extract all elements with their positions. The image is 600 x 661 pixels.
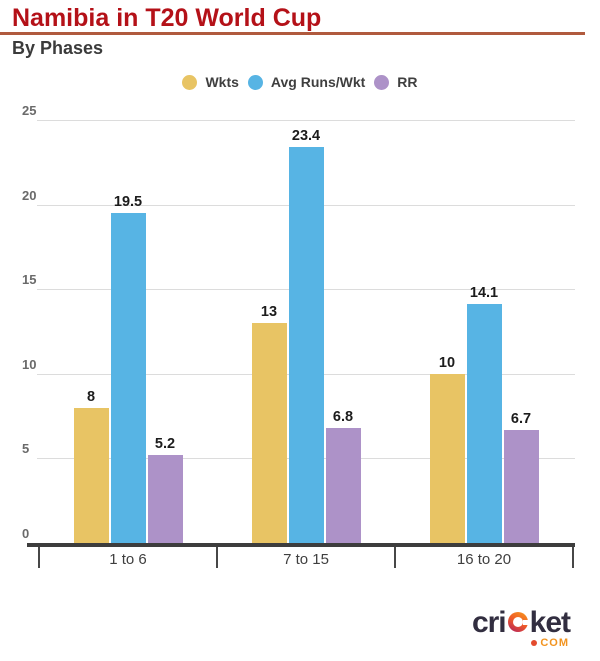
chart-subtitle: By Phases <box>12 38 104 58</box>
y-axis-label: 0 <box>22 526 30 541</box>
bar-value-label: 10 <box>438 354 456 371</box>
dot-com-suffix: COM <box>531 637 569 649</box>
wkts-swatch-icon <box>182 74 198 90</box>
x-axis-category-label: 16 to 20 <box>456 551 512 568</box>
bar-value-label: 5.2 <box>154 436 176 453</box>
wordmark-text: cri <box>471 606 507 639</box>
legend-label: RR <box>397 74 418 90</box>
legend-item-wkts: Wkts <box>182 74 239 90</box>
cricket-com-logo: cri ket COM <box>460 606 571 651</box>
wordmark-text: ket <box>529 606 571 639</box>
dot-icon <box>531 640 538 646</box>
avg-runs-wkt-swatch-icon <box>247 74 263 90</box>
bar-value-label: 6.8 <box>332 408 354 425</box>
bar-value-label: 8 <box>86 388 96 405</box>
x-axis-line <box>27 543 575 547</box>
x-axis-category-label: 7 to 15 <box>283 551 329 568</box>
legend-item-avg-runs-wkt: Avg Runs/Wkt <box>247 74 366 90</box>
bar-rr-16to20 <box>503 429 539 543</box>
x-axis-category-label: 1 to 6 <box>109 551 147 568</box>
bar-wkts-7to15 <box>251 323 287 543</box>
legend-label: Wkts <box>205 74 239 90</box>
rr-swatch-icon <box>374 74 390 90</box>
y-axis-label: 5 <box>22 441 30 457</box>
x-axis-tick <box>38 547 40 568</box>
legend: Wkts Avg Runs/Wkt RR <box>0 72 600 92</box>
bar-value-label: 23.4 <box>291 128 321 145</box>
bar-avg-runs-wkt-16to20 <box>466 304 502 543</box>
tld-text: COM <box>540 637 569 649</box>
y-axis-label: 20 <box>22 187 37 203</box>
y-axis-label: 10 <box>22 356 37 372</box>
x-axis-tick <box>572 547 574 568</box>
bar-avg-runs-wkt-7to15 <box>288 147 324 543</box>
gridline <box>37 120 575 121</box>
chart-title: Namibia in T20 World Cup <box>12 4 322 32</box>
y-axis-label: 25 <box>22 103 37 118</box>
title-rule <box>0 32 585 35</box>
x-axis-tick <box>394 547 396 568</box>
bar-wkts-1to6 <box>73 407 109 543</box>
bar-value-label: 6.7 <box>510 410 532 427</box>
y-axis-label: 15 <box>22 272 37 288</box>
legend-label: Avg Runs/Wkt <box>270 74 366 90</box>
cricket-wordmark: cri ket <box>460 606 571 639</box>
x-axis-tick <box>216 547 218 568</box>
cricket-logo-ring-icon <box>507 612 529 632</box>
bar-value-label: 19.5 <box>113 194 143 211</box>
legend-item-rr: RR <box>374 74 418 90</box>
bar-value-label: 13 <box>260 304 278 321</box>
bar-rr-1to6 <box>147 455 183 543</box>
bar-avg-runs-wkt-1to6 <box>110 213 146 543</box>
bar-value-label: 14.1 <box>469 285 499 302</box>
bar-wkts-16to20 <box>429 373 465 543</box>
bar-rr-7to15 <box>325 427 361 543</box>
